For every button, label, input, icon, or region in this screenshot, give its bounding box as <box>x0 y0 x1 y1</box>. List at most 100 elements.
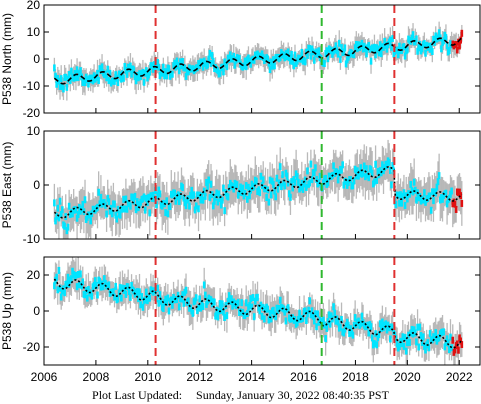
observation <box>180 62 183 70</box>
observation <box>243 57 247 65</box>
observation <box>107 77 111 85</box>
observation <box>436 178 440 186</box>
observation <box>291 57 295 65</box>
observation <box>135 288 139 296</box>
x-tick-label: 2022 <box>446 370 473 384</box>
observation <box>83 291 87 299</box>
observation <box>176 62 180 70</box>
observation <box>160 69 164 77</box>
y-tick-label: 10 <box>27 124 41 138</box>
observation <box>156 284 159 292</box>
observation <box>75 66 79 74</box>
observation <box>315 175 318 183</box>
observation <box>396 51 400 59</box>
observation <box>444 338 448 346</box>
observation <box>63 289 66 297</box>
observation <box>140 293 144 301</box>
observation <box>379 50 383 58</box>
observation <box>63 222 66 230</box>
observation <box>415 35 418 43</box>
y-tick-label: -10 <box>23 232 41 246</box>
observation <box>323 321 326 329</box>
observation <box>292 62 296 70</box>
observation <box>142 78 146 86</box>
observation <box>307 306 310 314</box>
observation <box>134 206 138 214</box>
recent-observation <box>459 36 462 44</box>
observation <box>73 70 77 78</box>
observation <box>437 172 441 180</box>
recent-observation <box>453 200 457 208</box>
y-tick-label: 0 <box>33 304 40 318</box>
y-tick-label: -20 <box>23 106 41 120</box>
observation <box>369 57 373 65</box>
observation <box>406 195 409 203</box>
observation <box>92 281 96 289</box>
observation <box>105 74 108 82</box>
observation <box>114 211 117 219</box>
observation <box>272 306 275 314</box>
recent-observation <box>460 199 464 207</box>
recent-observation <box>454 205 458 213</box>
observation <box>181 58 184 66</box>
observation <box>215 189 218 197</box>
observation <box>56 286 60 294</box>
observation <box>356 167 359 175</box>
observation <box>352 321 356 329</box>
observation <box>223 313 226 321</box>
observation <box>344 177 348 185</box>
observation <box>416 323 419 331</box>
observation <box>98 277 102 285</box>
observation <box>223 207 226 215</box>
observation <box>70 67 73 75</box>
observation <box>221 196 224 204</box>
observation <box>339 55 342 63</box>
observation <box>323 60 326 68</box>
observation <box>58 82 62 90</box>
plot-area <box>53 257 464 365</box>
y-tick-label: 0 <box>33 178 40 192</box>
observation <box>314 164 317 172</box>
observation <box>62 85 65 93</box>
observation <box>433 334 436 342</box>
observation <box>286 48 290 56</box>
observation <box>441 195 444 203</box>
observation <box>261 303 265 311</box>
observation <box>130 281 133 289</box>
observation <box>106 65 110 73</box>
observation <box>206 182 209 190</box>
observation <box>230 295 233 303</box>
observation <box>442 328 445 336</box>
observation <box>354 172 358 180</box>
observation <box>53 64 56 72</box>
observation <box>348 329 351 337</box>
observation <box>227 184 231 192</box>
observation <box>273 187 276 195</box>
observation <box>196 64 199 72</box>
observation <box>231 302 234 310</box>
observation <box>374 51 377 59</box>
observation <box>71 210 74 218</box>
observation <box>403 201 407 209</box>
observation <box>315 323 318 331</box>
observation <box>284 317 288 325</box>
observation <box>117 289 121 297</box>
observation <box>143 296 147 304</box>
observation <box>83 79 87 87</box>
observation <box>241 184 245 192</box>
observation <box>444 189 448 197</box>
observation <box>364 45 367 53</box>
observation <box>158 291 162 299</box>
x-tick-label: 2012 <box>186 370 213 384</box>
observation <box>392 327 396 335</box>
observation <box>387 324 391 332</box>
observation <box>429 206 433 214</box>
observation <box>226 193 230 201</box>
observation <box>79 270 82 278</box>
chart-panel-1: -20 -10 0 10 20 P538 North (mm) <box>0 0 481 120</box>
observation <box>200 192 204 200</box>
observation <box>236 298 240 306</box>
observation <box>269 58 273 66</box>
observation <box>78 281 81 289</box>
observation <box>351 182 355 190</box>
